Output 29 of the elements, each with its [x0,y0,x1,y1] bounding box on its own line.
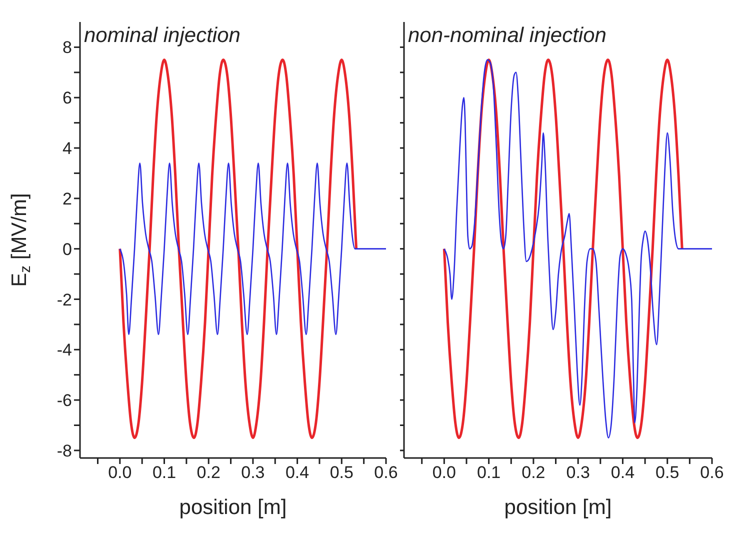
y-tick-label: -2 [56,290,72,310]
y-tick-label: -4 [56,340,72,360]
x-tick-label: 0.3 [241,463,265,482]
line-series [119,162,386,336]
x-tick-label: 0.2 [522,463,546,482]
x-tick-label: 0.1 [476,463,501,482]
x-tick-label: 0.6 [700,463,724,482]
line-series [118,58,358,440]
x-tick-label: 0.4 [610,463,635,482]
x-tick-label: 0.5 [330,463,354,482]
y-tick-label: -6 [56,391,72,410]
x-axis-title: position [m] [179,496,287,519]
x-tick-label: 0.1 [152,463,176,482]
x-tick-label: 0.4 [285,463,310,482]
x-tick-label: 0.0 [108,463,132,482]
x-tick-label: 0.0 [432,463,456,482]
y-tick-label: -8 [56,441,72,460]
annotation: nominal injection [84,24,240,48]
x-tick-label: 0.3 [566,463,590,482]
y-tick-label: 8 [62,38,72,58]
annotation: non-nominal injection [408,24,606,48]
x-tick-label: 0.5 [656,463,680,482]
x-tick-label: 0.2 [196,463,220,482]
y-tick-label: 4 [62,139,72,158]
y-tick-label: 0 [62,240,72,259]
y-tick-label: 2 [62,189,72,208]
x-axis-title: position [m] [504,496,612,519]
x-tick-label: 0.6 [374,463,398,482]
y-tick-label: 6 [62,88,72,108]
